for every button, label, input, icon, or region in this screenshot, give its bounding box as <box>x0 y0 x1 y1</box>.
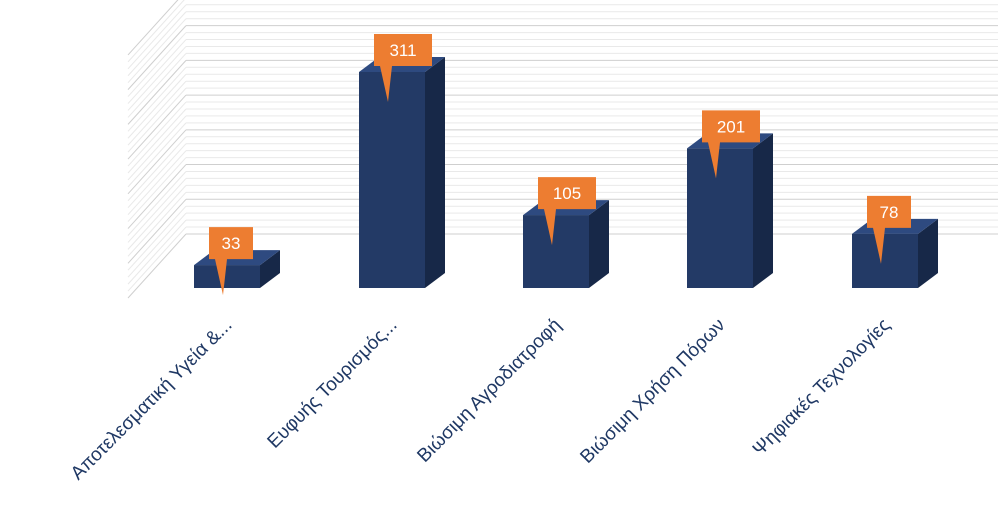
bar <box>359 57 445 288</box>
data-labels: 33 311 105 201 78 <box>209 34 911 296</box>
gridline-depth <box>127 101 187 167</box>
gridline-depth <box>127 0 185 63</box>
bar <box>523 200 609 288</box>
data-label-callout <box>702 110 760 179</box>
gridline-depth <box>127 226 187 292</box>
gridline-depth <box>127 150 187 215</box>
data-label: 78 <box>867 195 911 264</box>
gridline-depth <box>127 157 187 222</box>
gridline-depth <box>127 122 187 188</box>
category-tick-label: Βιώσιμη Χρήση Πόρων <box>576 315 729 468</box>
category-tick-label: Ψηφιακές Τεχνολογίες <box>749 315 895 461</box>
gridline-depth <box>127 191 187 257</box>
bar-side-face <box>425 57 445 288</box>
gridline-depth <box>127 108 187 174</box>
bar-side-face <box>589 200 609 288</box>
gridline-depth <box>127 87 187 153</box>
gridline-depth <box>127 32 187 97</box>
bar-front-face <box>523 215 589 288</box>
bar-front-face <box>194 265 260 288</box>
gridline-depth <box>127 11 187 77</box>
gridline-depth <box>127 136 187 202</box>
gridline-depth <box>127 73 187 139</box>
data-label-callout <box>538 177 596 246</box>
data-label: 105 <box>538 177 596 246</box>
gridline-depth <box>127 129 187 195</box>
gridline-depth <box>127 233 187 299</box>
data-label: 33 <box>209 227 253 296</box>
gridline-depth <box>127 219 187 285</box>
bar <box>852 218 938 288</box>
gridline-depth <box>127 80 187 146</box>
gridline-depth <box>127 212 187 278</box>
bar-front-face <box>359 72 425 288</box>
gridline-depth <box>127 178 187 243</box>
category-tick-label: Ευφυής Τουρισμός... <box>264 315 402 453</box>
bar-side-face <box>260 250 280 288</box>
data-label-text: 105 <box>553 184 581 203</box>
data-label-text: 311 <box>389 41 416 60</box>
gridline-depth <box>127 0 179 56</box>
bar-front-face <box>687 148 753 288</box>
gridline-depth <box>127 53 187 118</box>
gridline-depth <box>127 115 187 181</box>
category-tick-labels: Αποτελεσματική Υγεία &... Ευφυής Τουρισμό… <box>67 315 895 485</box>
bar-side-face <box>753 133 773 288</box>
gridline-depth <box>127 205 187 271</box>
data-label-text: 33 <box>222 234 241 253</box>
gridline-depth <box>127 198 187 264</box>
bar-side-face <box>918 218 938 288</box>
data-label: 311 <box>374 34 432 102</box>
bar <box>687 133 773 288</box>
data-label-text: 201 <box>717 117 745 136</box>
data-label-text: 78 <box>880 203 899 222</box>
bars <box>194 57 938 288</box>
gridline-depth <box>127 171 187 236</box>
gridline-depth <box>127 164 187 229</box>
gridline-depth <box>127 66 187 132</box>
gridline-depth <box>127 143 187 209</box>
data-label-callout <box>209 227 253 296</box>
data-label-callout <box>867 195 911 264</box>
data-label: 201 <box>702 110 760 179</box>
category-tick-label: Αποτελεσματική Υγεία &... <box>67 315 237 485</box>
data-label-callout <box>374 34 432 102</box>
gridline-depth <box>127 185 187 250</box>
gridline-depth <box>127 94 187 160</box>
gridline-depth <box>127 60 187 125</box>
gridline-depth <box>127 25 187 90</box>
gridline-depth <box>127 18 187 84</box>
gridline-depth <box>127 39 187 104</box>
category-tick-label: Βιώσιμη Αγροδιατροφή <box>413 315 565 467</box>
gridline-depth <box>127 46 187 111</box>
gridline-depth <box>127 4 187 70</box>
bar-front-face <box>852 233 918 288</box>
